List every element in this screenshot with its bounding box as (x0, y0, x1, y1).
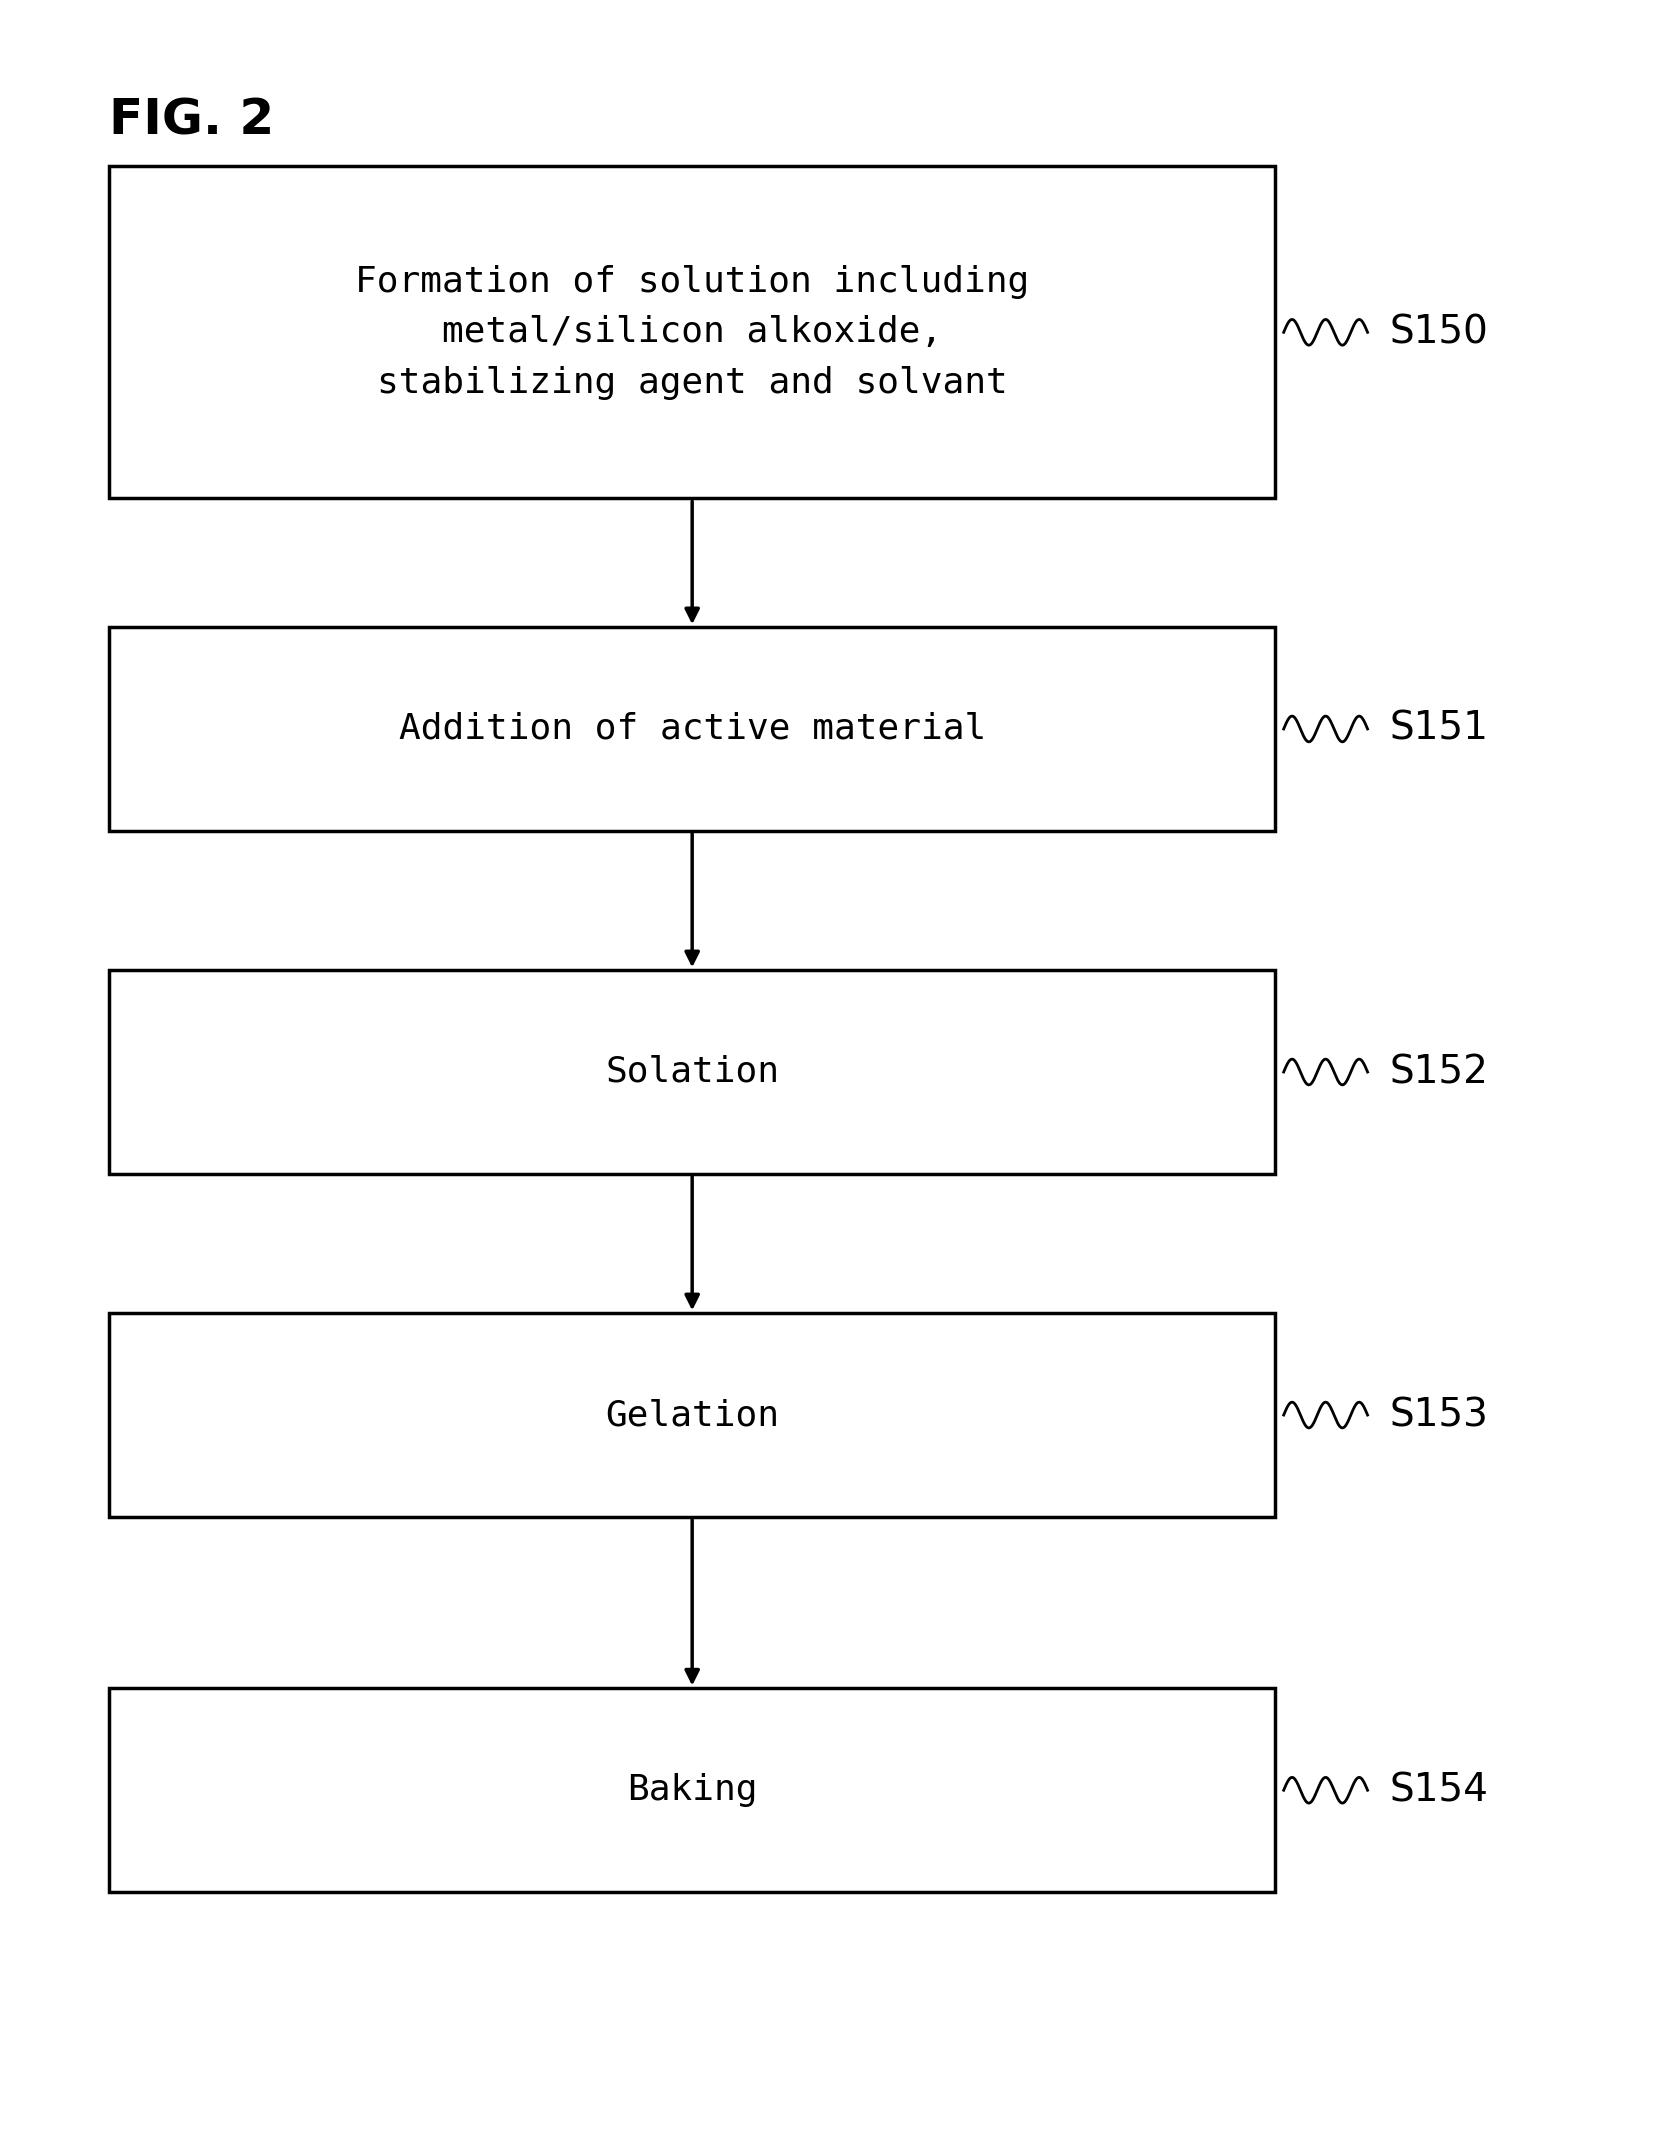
Bar (109, 626, 1275, 830)
Text: Gelation: Gelation (606, 1398, 779, 1432)
Bar (109, 969, 1275, 1175)
Text: Formation of solution including
metal/silicon alkoxide,
stabilizing agent and so: Formation of solution including metal/si… (356, 266, 1029, 399)
Text: S152: S152 (1389, 1053, 1488, 1091)
Text: S154: S154 (1389, 1771, 1488, 1810)
Text: Baking: Baking (628, 1773, 757, 1807)
Text: S153: S153 (1389, 1396, 1488, 1434)
Bar (109, 1312, 1275, 1518)
Text: Addition of active material: Addition of active material (399, 712, 985, 746)
Text: S150: S150 (1389, 313, 1488, 352)
Text: Solation: Solation (606, 1055, 779, 1089)
Text: S151: S151 (1389, 710, 1488, 748)
Text: FIG. 2: FIG. 2 (109, 96, 274, 144)
Bar (109, 1689, 1275, 1891)
Bar (109, 165, 1275, 500)
